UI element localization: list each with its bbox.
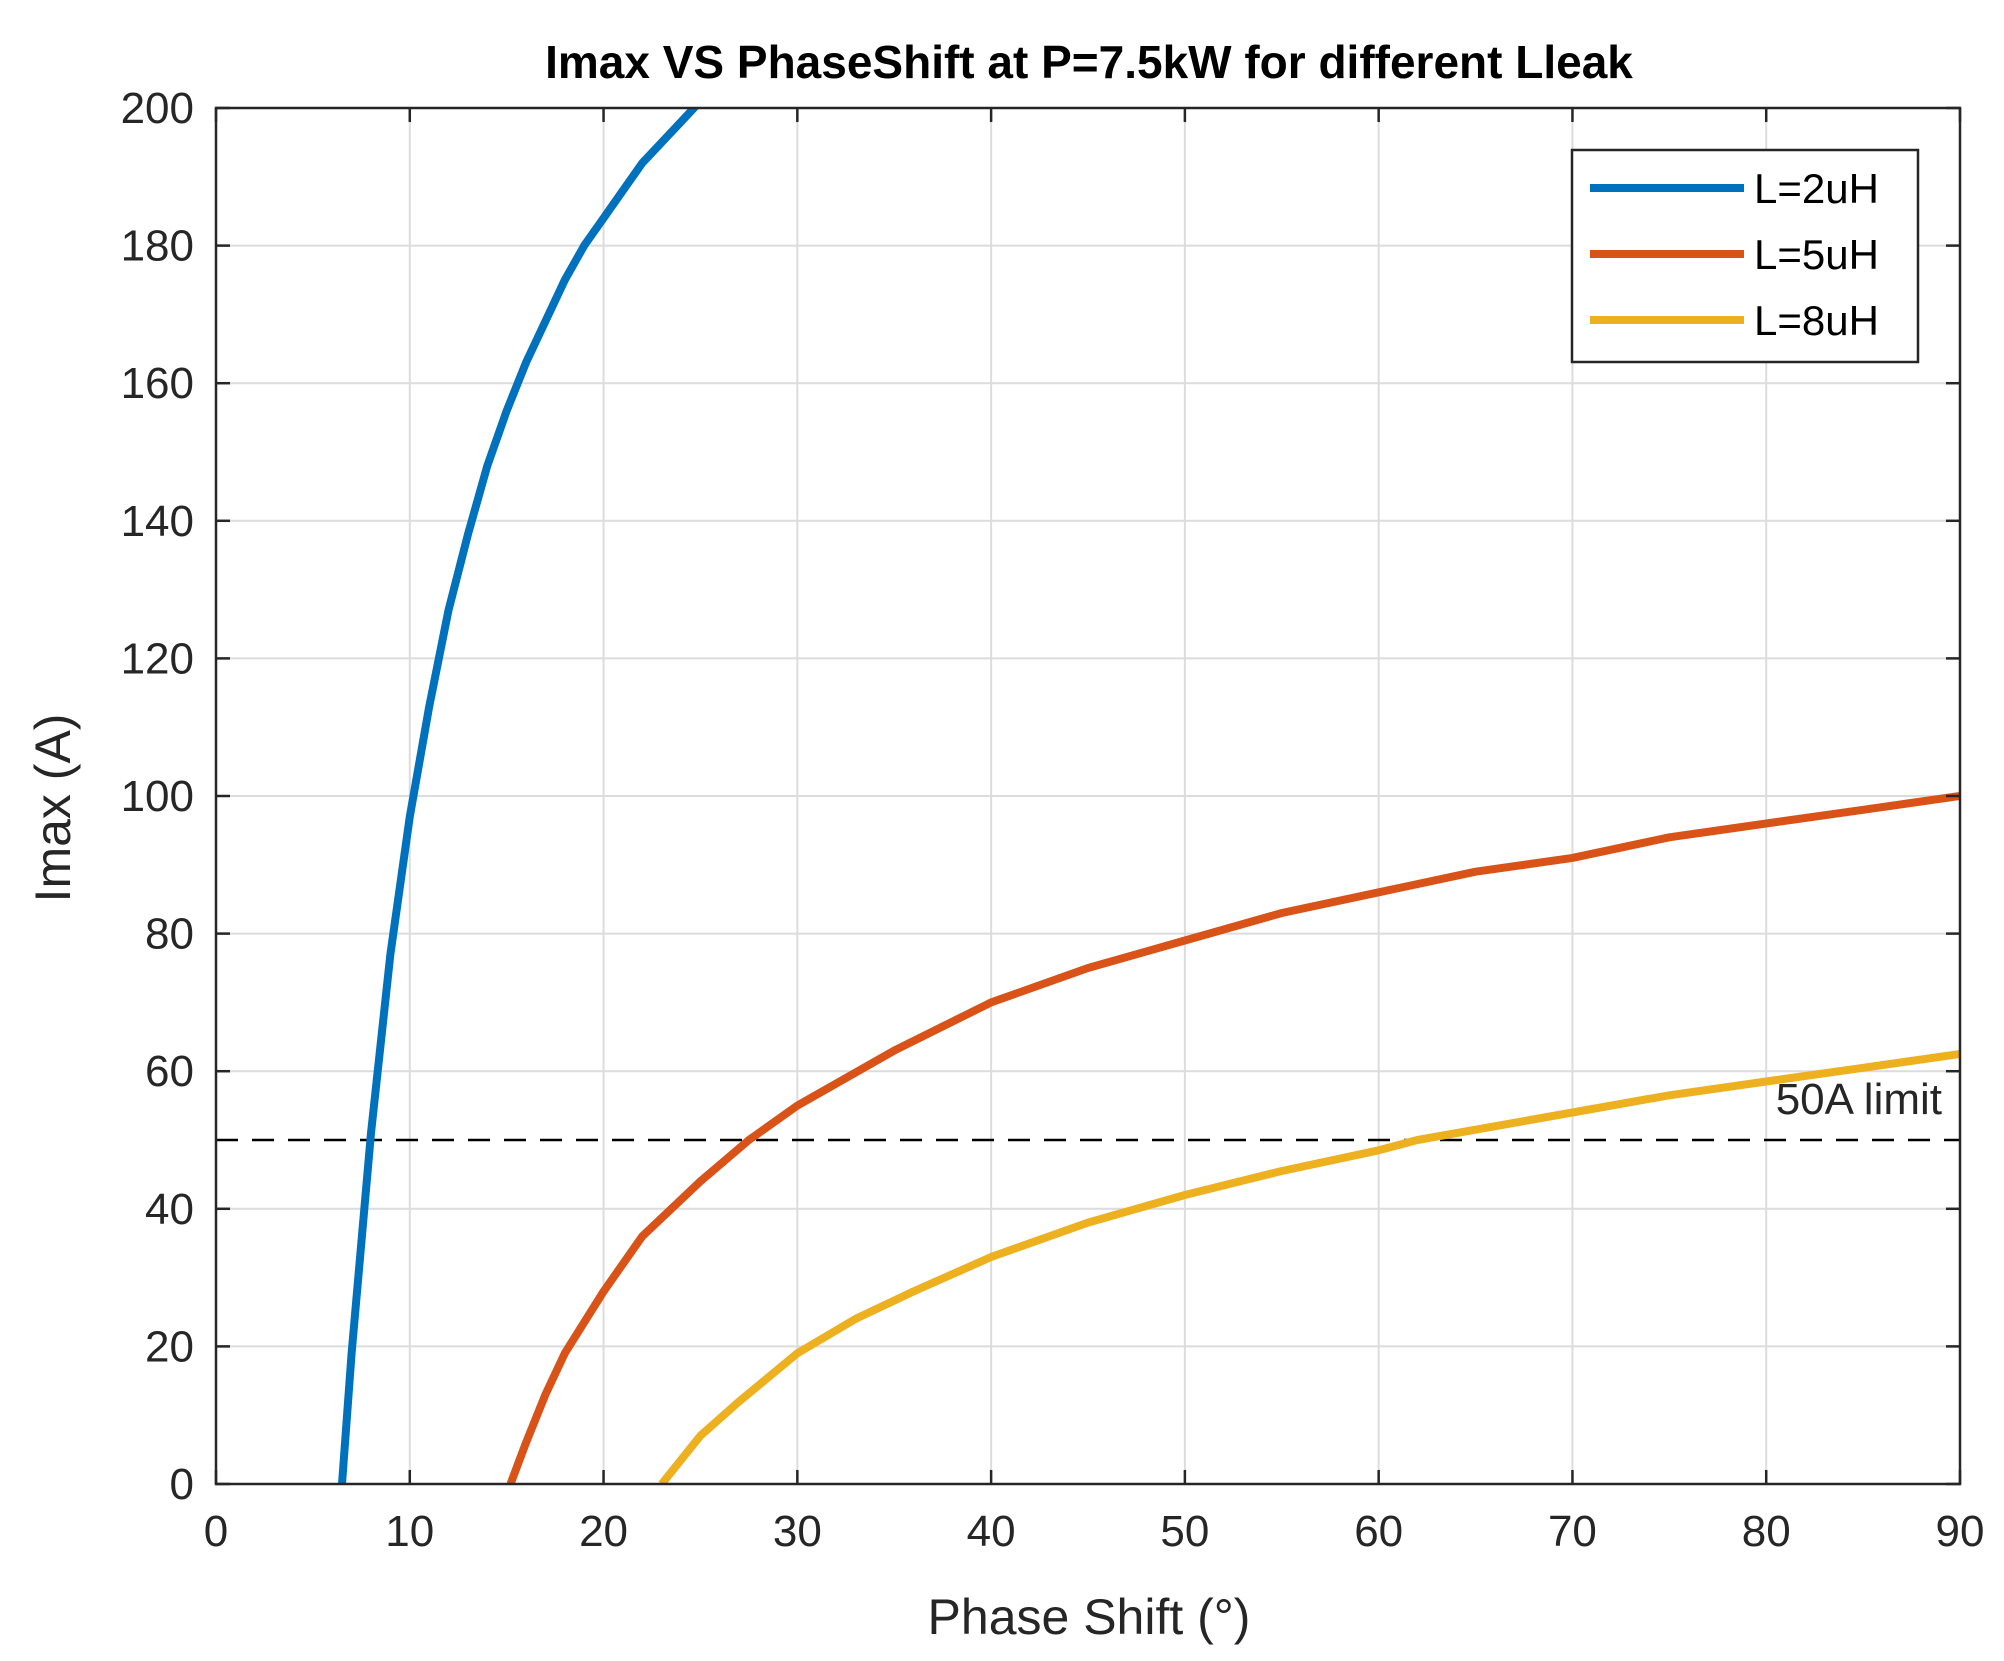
- reference-line-group: 50A limit: [216, 1075, 1960, 1142]
- series-line-l-2uh: [338, 108, 700, 1484]
- x-axis-label: Phase Shift (°): [928, 1589, 1251, 1645]
- y-tick-label: 80: [145, 910, 194, 959]
- y-tick-label: 60: [145, 1047, 194, 1096]
- legend-label-l-2uh: L=2uH: [1754, 165, 1879, 212]
- y-tick-label: 20: [145, 1322, 194, 1371]
- legend-label-l-5uh: L=5uH: [1754, 231, 1879, 278]
- series-line-l-8uh: [658, 1050, 1960, 1484]
- y-tick-label: 100: [121, 772, 194, 821]
- y-tick-label: 0: [170, 1460, 194, 1509]
- grid: [215, 107, 1961, 1485]
- x-tick-label: 40: [967, 1507, 1016, 1556]
- chart-title: Imax VS PhaseShift at P=7.5kW for differ…: [545, 36, 1633, 88]
- x-tick-label: 70: [1548, 1507, 1597, 1556]
- y-tick-label: 40: [145, 1185, 194, 1234]
- x-tick-label: 0: [204, 1507, 228, 1556]
- x-tick-label: 90: [1936, 1507, 1985, 1556]
- ticks: 0 10 20 30 40 50 60 70 80 90 0 20 40 60 80 100 120 140 160…: [121, 84, 1985, 1556]
- y-tick-label: 200: [121, 84, 194, 133]
- y-tick-label: 120: [121, 634, 194, 683]
- x-tick-label: 60: [1354, 1507, 1403, 1556]
- legend: L=2uH L=5uH L=8uH: [1570, 148, 1920, 364]
- series-group: [338, 108, 1960, 1484]
- x-tick-label: 10: [385, 1507, 434, 1556]
- x-tick-label: 20: [579, 1507, 628, 1556]
- y-tick-label: 160: [121, 359, 194, 408]
- reference-line-label: 50A limit: [1776, 1075, 1942, 1124]
- y-axis-label: Imax (A): [25, 714, 81, 903]
- x-tick-label: 80: [1742, 1507, 1791, 1556]
- series-line-l-5uh: [506, 792, 1960, 1484]
- y-tick-label: 180: [121, 222, 194, 271]
- x-tick-label: 50: [1160, 1507, 1209, 1556]
- x-tick-label: 30: [773, 1507, 822, 1556]
- legend-label-l-8uh: L=8uH: [1754, 297, 1879, 344]
- y-tick-label: 140: [121, 497, 194, 546]
